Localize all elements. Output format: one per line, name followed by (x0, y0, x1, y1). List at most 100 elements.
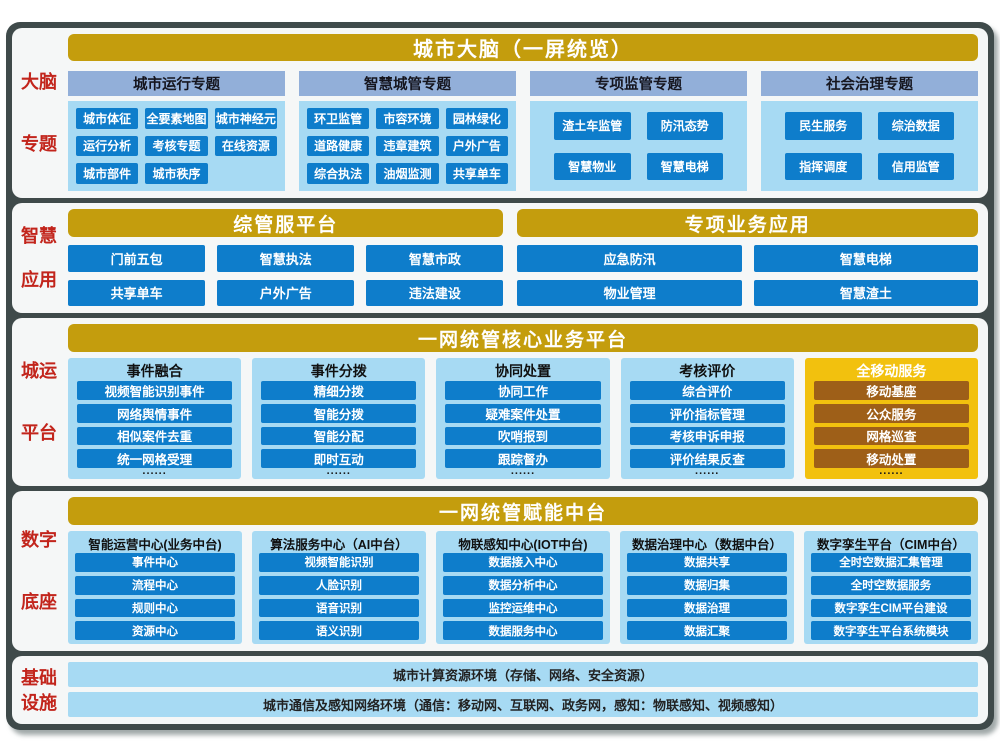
midplatform-col-data: 数据治理中心（数据中台） 数据共享 数据归集 数据治理 数据汇聚 (620, 531, 794, 644)
platform-col-items: 综合评价 评价指标管理 考核申诉申报 评价结果反查 (629, 381, 785, 468)
module-bar: 监控运维中心 (443, 598, 603, 618)
midplatform-col-title: 数字孪生平台（CIM中台） (817, 538, 965, 552)
layer-label-line: 基础 (21, 667, 57, 688)
module-chip: 道路健康 (307, 135, 370, 157)
midplatform-col-title: 数据治理中心（数据中台） (631, 538, 782, 552)
module-chip: 环卫监管 (307, 108, 370, 129)
layer-label-infrastructure: 基础 设施 (12, 656, 66, 724)
midplatform-col-items: 事件中心 流程中心 规则中心 资源中心 (75, 553, 235, 640)
module-chip: 城市部件 (76, 163, 139, 184)
module-chip: 园林绿化 (445, 108, 508, 129)
module-chip: 综合执法 (307, 163, 370, 184)
platform-col-title: 全移动服务 (856, 363, 927, 379)
module-bar: 即时互动 (261, 449, 417, 468)
topic-group-social-governance: 社会治理专题 民生服务 综治数据 指挥调度 信用监管 (761, 71, 978, 191)
layer-city-operation-platform: 城运 平台 一网统管核心业务平台 事件融合 视频智能识别事件 网络舆情事件 相似… (12, 318, 988, 486)
module-chip: 信用监管 (877, 152, 954, 180)
layer-digital-base: 数字 底座 一网统管赋能中台 智能运营中心(业务中台) 事件中心 流程中心 规则… (12, 491, 988, 651)
app-section-comprehensive: 综管服平台 门前五包 智慧执法 智慧市政 共享单车 户外广告 违法建设 (68, 209, 504, 306)
module-bar: 评价指标管理 (629, 403, 785, 423)
module-bar: 考核申诉申报 (629, 426, 785, 446)
module-chip: 智慧执法 (217, 245, 355, 272)
module-bar: 人脸识别 (259, 575, 419, 595)
module-bar: 语音识别 (259, 598, 419, 618)
topic-group-body: 城市体征 全要素地图 城市神经元 运行分析 考核专题 在线资源 城市部件 城市秩… (68, 101, 285, 191)
midplatform-col-title: 算法服务中心（AI中台） (270, 538, 408, 552)
module-chip: 应急防汛 (517, 245, 742, 272)
midplatform-col-items: 数据接入中心 数据分析中心 监控运维中心 数据服务中心 (443, 553, 603, 640)
module-chip: 城市秩序 (145, 163, 208, 184)
midplatform-col-title: 智能运营中心(业务中台) (88, 538, 222, 552)
midplatform-col-business: 智能运营中心(业务中台) 事件中心 流程中心 规则中心 资源中心 (68, 531, 242, 644)
topic-group-special-supervision: 专项监管专题 渣土车监管 防汛态势 智慧物业 智慧电梯 (530, 71, 747, 191)
module-bar: 数据共享 (627, 553, 787, 572)
module-chip: 户外广告 (445, 135, 508, 157)
module-bar: 视频智能识别 (259, 553, 419, 572)
module-chip: 城市体征 (76, 108, 139, 129)
app-section-special-business: 专项业务应用 应急防汛 智慧电梯 物业管理 智慧渣土 (517, 209, 978, 306)
module-bar: 全时空数据服务 (811, 575, 971, 595)
topic-group-title: 社会治理专题 (761, 71, 978, 96)
app-section-grid: 应急防汛 智慧电梯 物业管理 智慧渣土 (517, 245, 978, 306)
module-bar: 跟踪督办 (445, 449, 601, 468)
module-chip: 门前五包 (68, 245, 206, 272)
module-chip: 共享单车 (445, 163, 508, 184)
infrastructure-bar: 城市通信及感知网络环境（通信：移动网、互联网、政务网，感知：物联感知、视频感知） (68, 692, 978, 717)
module-chip: 考核专题 (145, 135, 208, 157)
topic-group-city-operation: 城市运行专题 城市体征 全要素地图 城市神经元 运行分析 考核专题 在线资源 城… (68, 71, 285, 191)
platform-col-title: 事件分拨 (310, 363, 367, 379)
module-chip: 指挥调度 (785, 152, 862, 180)
platform-header: 一网统管核心业务平台 (68, 324, 978, 352)
module-bar: 语义识别 (259, 621, 419, 640)
midplatform-header: 一网统管赋能中台 (68, 497, 978, 525)
app-section-grid: 门前五包 智慧执法 智慧市政 共享单车 户外广告 违法建设 (68, 245, 504, 306)
module-chip: 智慧市政 (366, 245, 504, 272)
layer-label-brain: 大脑 专题 (12, 28, 66, 198)
module-bar: 数据汇聚 (627, 621, 787, 640)
brain-header: 城市大脑（一屏统览） (68, 34, 978, 61)
midplatform-col-title: 物联感知中心(IOT中台) (458, 538, 588, 552)
module-chip: 防汛态势 (646, 112, 723, 140)
module-chip: 油烟监测 (376, 163, 439, 184)
brain-content: 城市大脑（一屏统览） 城市运行专题 城市体征 全要素地图 城市神经元 运行分析 … (66, 28, 988, 198)
layer-infrastructure: 基础 设施 城市计算资源环境（存储、网络、安全资源） 城市通信及感知网络环境（通… (12, 656, 988, 724)
topic-group-body: 民生服务 综治数据 指挥调度 信用监管 (761, 101, 978, 191)
platform-col-mobile-services: 全移动服务 移动基座 公众服务 网格巡查 移动处置 ...... (804, 358, 979, 479)
module-chip: 民生服务 (785, 112, 862, 140)
layer-label-line: 应用 (21, 270, 57, 290)
platform-col-items: 精细分拨 智能分拨 智能分配 即时互动 (261, 381, 417, 468)
module-chip: 共享单车 (68, 279, 206, 306)
layer-label-line: 智慧 (21, 226, 57, 246)
ellipsis-more: ...... (142, 465, 167, 477)
platform-col-event-fusion: 事件融合 视频智能识别事件 网络舆情事件 相似案件去重 统一网格受理 .....… (68, 358, 242, 479)
midplatform-col-ai: 算法服务中心（AI中台） 视频智能识别 人脸识别 语音识别 语义识别 (252, 531, 426, 644)
module-chip: 综治数据 (877, 112, 954, 140)
module-bar: 公众服务 (813, 403, 970, 423)
ellipsis-more: ...... (326, 465, 351, 477)
layer-label-line: 底座 (21, 592, 57, 612)
apps-content: 综管服平台 门前五包 智慧执法 智慧市政 共享单车 户外广告 违法建设 专项业务… (66, 203, 988, 313)
module-bar: 智能分配 (261, 426, 417, 446)
platform-col-items: 协同工作 疑难案件处置 吹哨报到 跟踪督办 (445, 381, 601, 468)
layer-label-line: 大脑 (21, 72, 57, 92)
brain-topic-row: 城市运行专题 城市体征 全要素地图 城市神经元 运行分析 考核专题 在线资源 城… (68, 71, 978, 191)
module-bar: 数据接入中心 (443, 553, 603, 572)
module-chip: 智慧电梯 (646, 152, 723, 180)
layer-label-line: 城运 (21, 361, 57, 381)
module-bar: 视频智能识别事件 (77, 381, 233, 400)
layer-label-line: 平台 (21, 423, 57, 443)
topic-group-body: 环卫监管 市容环境 园林绿化 道路健康 违章建筑 户外广告 综合执法 油烟监测 … (299, 101, 516, 191)
layer-label-line: 设施 (21, 692, 57, 713)
module-bar: 数据治理 (627, 598, 787, 618)
ellipsis-more: ...... (695, 465, 720, 477)
layer-brain-topics: 大脑 专题 城市大脑（一屏统览） 城市运行专题 城市体征 全要素地图 城市神经元… (12, 28, 988, 198)
module-bar: 吹哨报到 (445, 426, 601, 446)
layer-smart-apps: 智慧 应用 综管服平台 门前五包 智慧执法 智慧市政 共享单车 户外广告 违法建… (12, 203, 988, 313)
module-bar: 精细分拨 (261, 381, 417, 400)
module-chip: 违法建设 (366, 279, 504, 306)
ellipsis-more: ...... (879, 465, 904, 477)
module-bar: 数字孪生CIM平台建设 (811, 598, 971, 618)
module-bar: 全时空数据汇集管理 (811, 553, 971, 572)
app-section-header: 专项业务应用 (517, 209, 978, 237)
module-bar: 数据归集 (627, 575, 787, 595)
